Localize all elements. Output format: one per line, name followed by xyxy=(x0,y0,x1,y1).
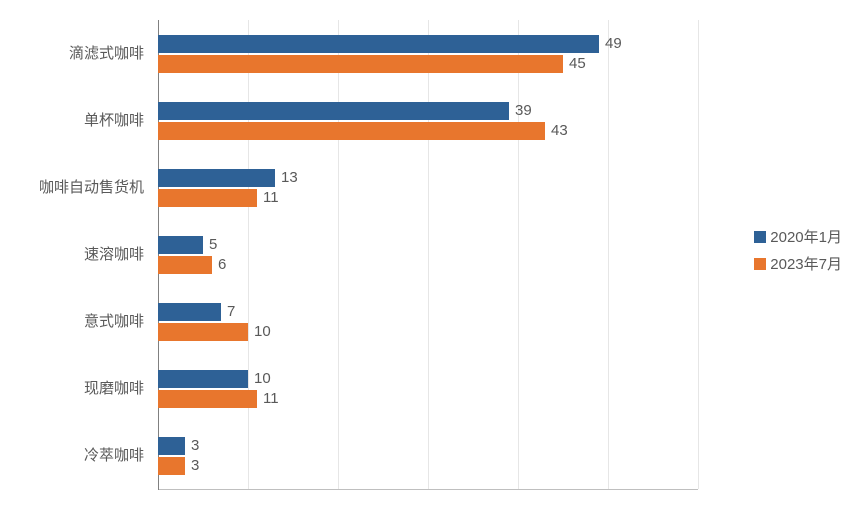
bar-value-label: 5 xyxy=(203,236,217,254)
bar xyxy=(158,457,185,475)
bar xyxy=(158,35,599,53)
bar-value-label: 11 xyxy=(257,390,279,408)
bar xyxy=(158,437,185,455)
gridline xyxy=(428,20,429,489)
bar-value-label: 3 xyxy=(185,457,199,475)
legend-label-0: 2020年1月 xyxy=(770,226,842,247)
category-label: 单杯咖啡 xyxy=(2,112,152,130)
bar-value-label: 3 xyxy=(185,437,199,455)
bar-value-label: 11 xyxy=(257,189,279,207)
bar xyxy=(158,370,248,388)
bar xyxy=(158,236,203,254)
bar xyxy=(158,102,509,120)
bar xyxy=(158,169,275,187)
legend-swatch-1 xyxy=(754,258,766,270)
bar-value-label: 43 xyxy=(545,122,568,140)
bar-value-label: 6 xyxy=(212,256,226,274)
category-label: 冷萃咖啡 xyxy=(2,447,152,465)
legend-swatch-0 xyxy=(754,231,766,243)
category-label: 意式咖啡 xyxy=(2,313,152,331)
bar-value-label: 10 xyxy=(248,323,271,341)
bar xyxy=(158,189,257,207)
bar-value-label: 10 xyxy=(248,370,271,388)
gridline xyxy=(608,20,609,489)
bar xyxy=(158,323,248,341)
category-label: 速溶咖啡 xyxy=(2,246,152,264)
bar xyxy=(158,55,563,73)
chart-container: 2020年1月 2023年7月 滴滤式咖啡 49 45 单杯咖啡 39 43 咖啡自动售货机… xyxy=(0,0,862,511)
plot-area xyxy=(158,20,698,490)
bar-value-label: 45 xyxy=(563,55,586,73)
gridline xyxy=(248,20,249,489)
bar-value-label: 13 xyxy=(275,169,298,187)
legend-item: 2023年7月 xyxy=(754,253,842,274)
bar-value-label: 39 xyxy=(509,102,532,120)
legend: 2020年1月 2023年7月 xyxy=(754,226,842,280)
category-label: 现磨咖啡 xyxy=(2,380,152,398)
legend-item: 2020年1月 xyxy=(754,226,842,247)
bar xyxy=(158,390,257,408)
category-label: 滴滤式咖啡 xyxy=(2,45,152,63)
bar xyxy=(158,303,221,321)
gridline xyxy=(698,20,699,489)
bar xyxy=(158,256,212,274)
bar-value-label: 49 xyxy=(599,35,622,53)
bar xyxy=(158,122,545,140)
category-label: 咖啡自动售货机 xyxy=(2,179,152,197)
gridline xyxy=(338,20,339,489)
legend-label-1: 2023年7月 xyxy=(770,253,842,274)
gridline xyxy=(518,20,519,489)
bar-value-label: 7 xyxy=(221,303,235,321)
